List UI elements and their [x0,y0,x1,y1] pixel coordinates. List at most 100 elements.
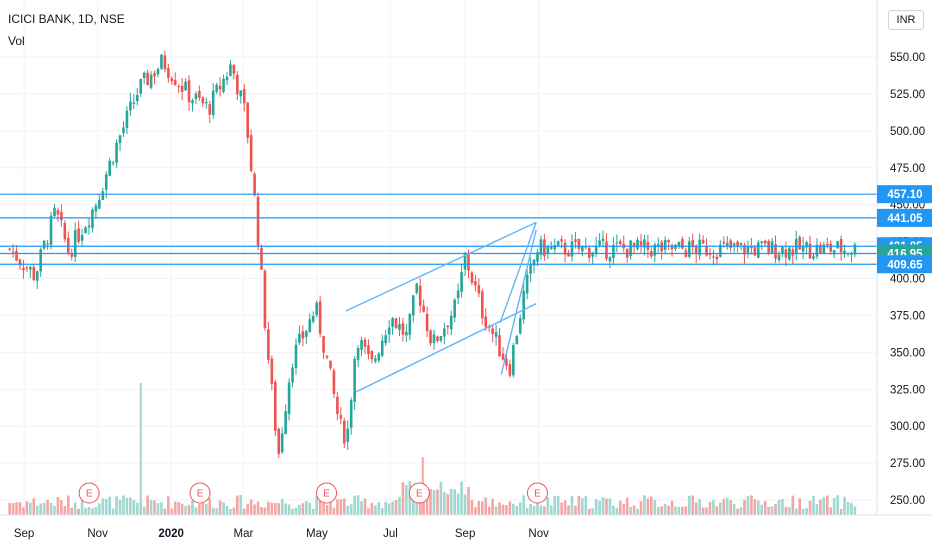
candle-body [139,79,143,94]
volume-bar [429,488,432,515]
volume-bar [70,507,74,515]
candle-body [601,238,605,241]
volume-bar [474,507,477,515]
volume-bar [784,506,788,515]
candle-body [149,74,153,88]
candle-body [505,358,508,366]
candle-body [525,274,529,294]
volume-bar [705,507,708,515]
price-tag-label: 409.65 [887,259,923,271]
candle-body [463,253,467,270]
volume-bar [305,500,308,515]
volume-bar [477,501,481,515]
candle-body [142,72,146,79]
currency-button[interactable]: INR [888,10,924,30]
earnings-marker-label: E [197,489,204,500]
earnings-marker-label: E [534,489,541,500]
candle-body [167,68,170,78]
candle-body [643,239,646,248]
candle-body [777,254,781,261]
volume-bar [294,507,298,515]
time-tick-label: Jul [383,528,398,540]
volume-bar [84,507,87,515]
volume-bar [49,502,53,515]
volume-bar [398,496,401,515]
volume-bar [346,505,350,515]
volume-bar [98,503,101,515]
volume-bar [750,495,753,515]
candle-body [208,104,212,115]
candle-body [391,318,394,327]
candle-body [377,353,381,361]
candle-body [411,295,415,316]
candle-body [629,240,632,256]
volume-bar [222,502,225,515]
candle-body [594,245,598,254]
volume-bar [432,490,436,515]
candle-body [632,242,636,247]
volume-bar [42,502,46,515]
volume-bar [322,496,325,515]
candle-body [56,210,60,215]
volume-bar [736,508,739,515]
volume-bar [525,508,529,515]
candle-body [636,239,639,249]
volume-bar [336,499,339,515]
candle-body [480,291,484,319]
volume-bar [384,501,387,515]
volume-bar [694,502,698,515]
volume-bar [822,497,826,515]
volume-bar [167,496,170,515]
volume-bar [263,507,267,515]
candle-body [556,241,560,246]
volume-bar [129,497,132,515]
volume-bar [332,507,336,515]
candle-body [222,78,225,92]
candle-body [160,54,163,69]
volume-bar [494,506,498,515]
volume-bar [670,500,674,515]
volume-bar [846,501,850,515]
candle-body [315,302,318,316]
volume-bar [691,495,695,515]
candle-body [236,74,239,95]
volume-bar [91,508,94,515]
candle-body [756,242,760,258]
volume-bar [18,502,22,515]
volume-bar [8,502,11,515]
volume-bar [101,498,105,515]
volume-bar [791,495,795,515]
channel-lines [345,221,537,393]
price-tick-label: 525.00 [890,89,925,101]
candle-body [301,331,305,339]
candle-body [111,162,115,164]
candle-body [774,244,777,259]
volume-bar [832,497,836,515]
candle-body [346,428,350,442]
candle-body [370,351,374,360]
volume-bar [563,500,567,515]
earnings-marker [189,482,211,504]
volume-bar [208,498,212,515]
candle-body [29,267,32,270]
volume-bar [39,503,42,515]
price-tag-label: 457.10 [887,189,922,201]
volume-bar [153,500,156,515]
volume-bar [29,502,32,515]
volume-bar [843,496,846,515]
volume-bar [805,508,808,515]
candle-body [753,247,757,256]
candle-body [767,240,770,253]
candle-body [201,97,205,104]
volume-bar [280,498,284,515]
candle-body [543,239,546,257]
candle-body [63,223,67,240]
candle-body [708,253,712,256]
candle-body [153,73,156,77]
candle-body [618,241,622,244]
volume-bar [408,481,412,515]
volume-bar [325,504,329,515]
candle-body [446,325,450,328]
volume-bar [298,504,301,515]
